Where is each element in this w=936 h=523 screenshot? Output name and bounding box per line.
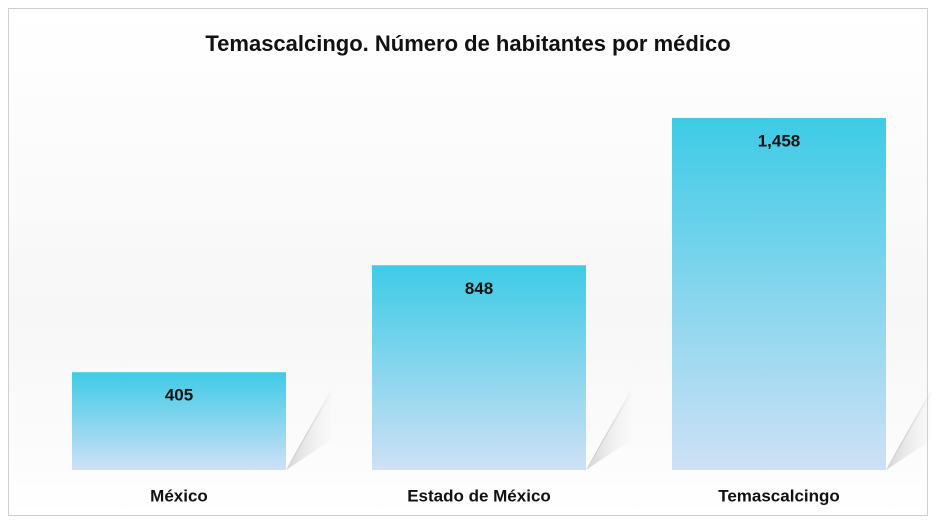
bar: [372, 265, 586, 470]
bar-shadow: [886, 389, 931, 470]
bar-shadow: [286, 389, 331, 470]
x-tick-label: México: [150, 486, 208, 505]
chart-title: Temascalcingo. Número de habitantes por …: [205, 31, 730, 56]
bar-shadow: [586, 390, 631, 470]
value-label: 848: [465, 279, 493, 298]
value-label: 405: [165, 386, 193, 405]
bar: [72, 372, 286, 470]
bar: [672, 118, 886, 470]
bar-shadow: [886, 390, 931, 470]
bar-shadow: [286, 390, 331, 470]
x-tick-label: Estado de México: [407, 486, 551, 505]
x-tick-label: Temascalcingo: [718, 486, 840, 505]
bar-shadow: [586, 389, 631, 470]
value-label: 1,458: [758, 131, 801, 150]
